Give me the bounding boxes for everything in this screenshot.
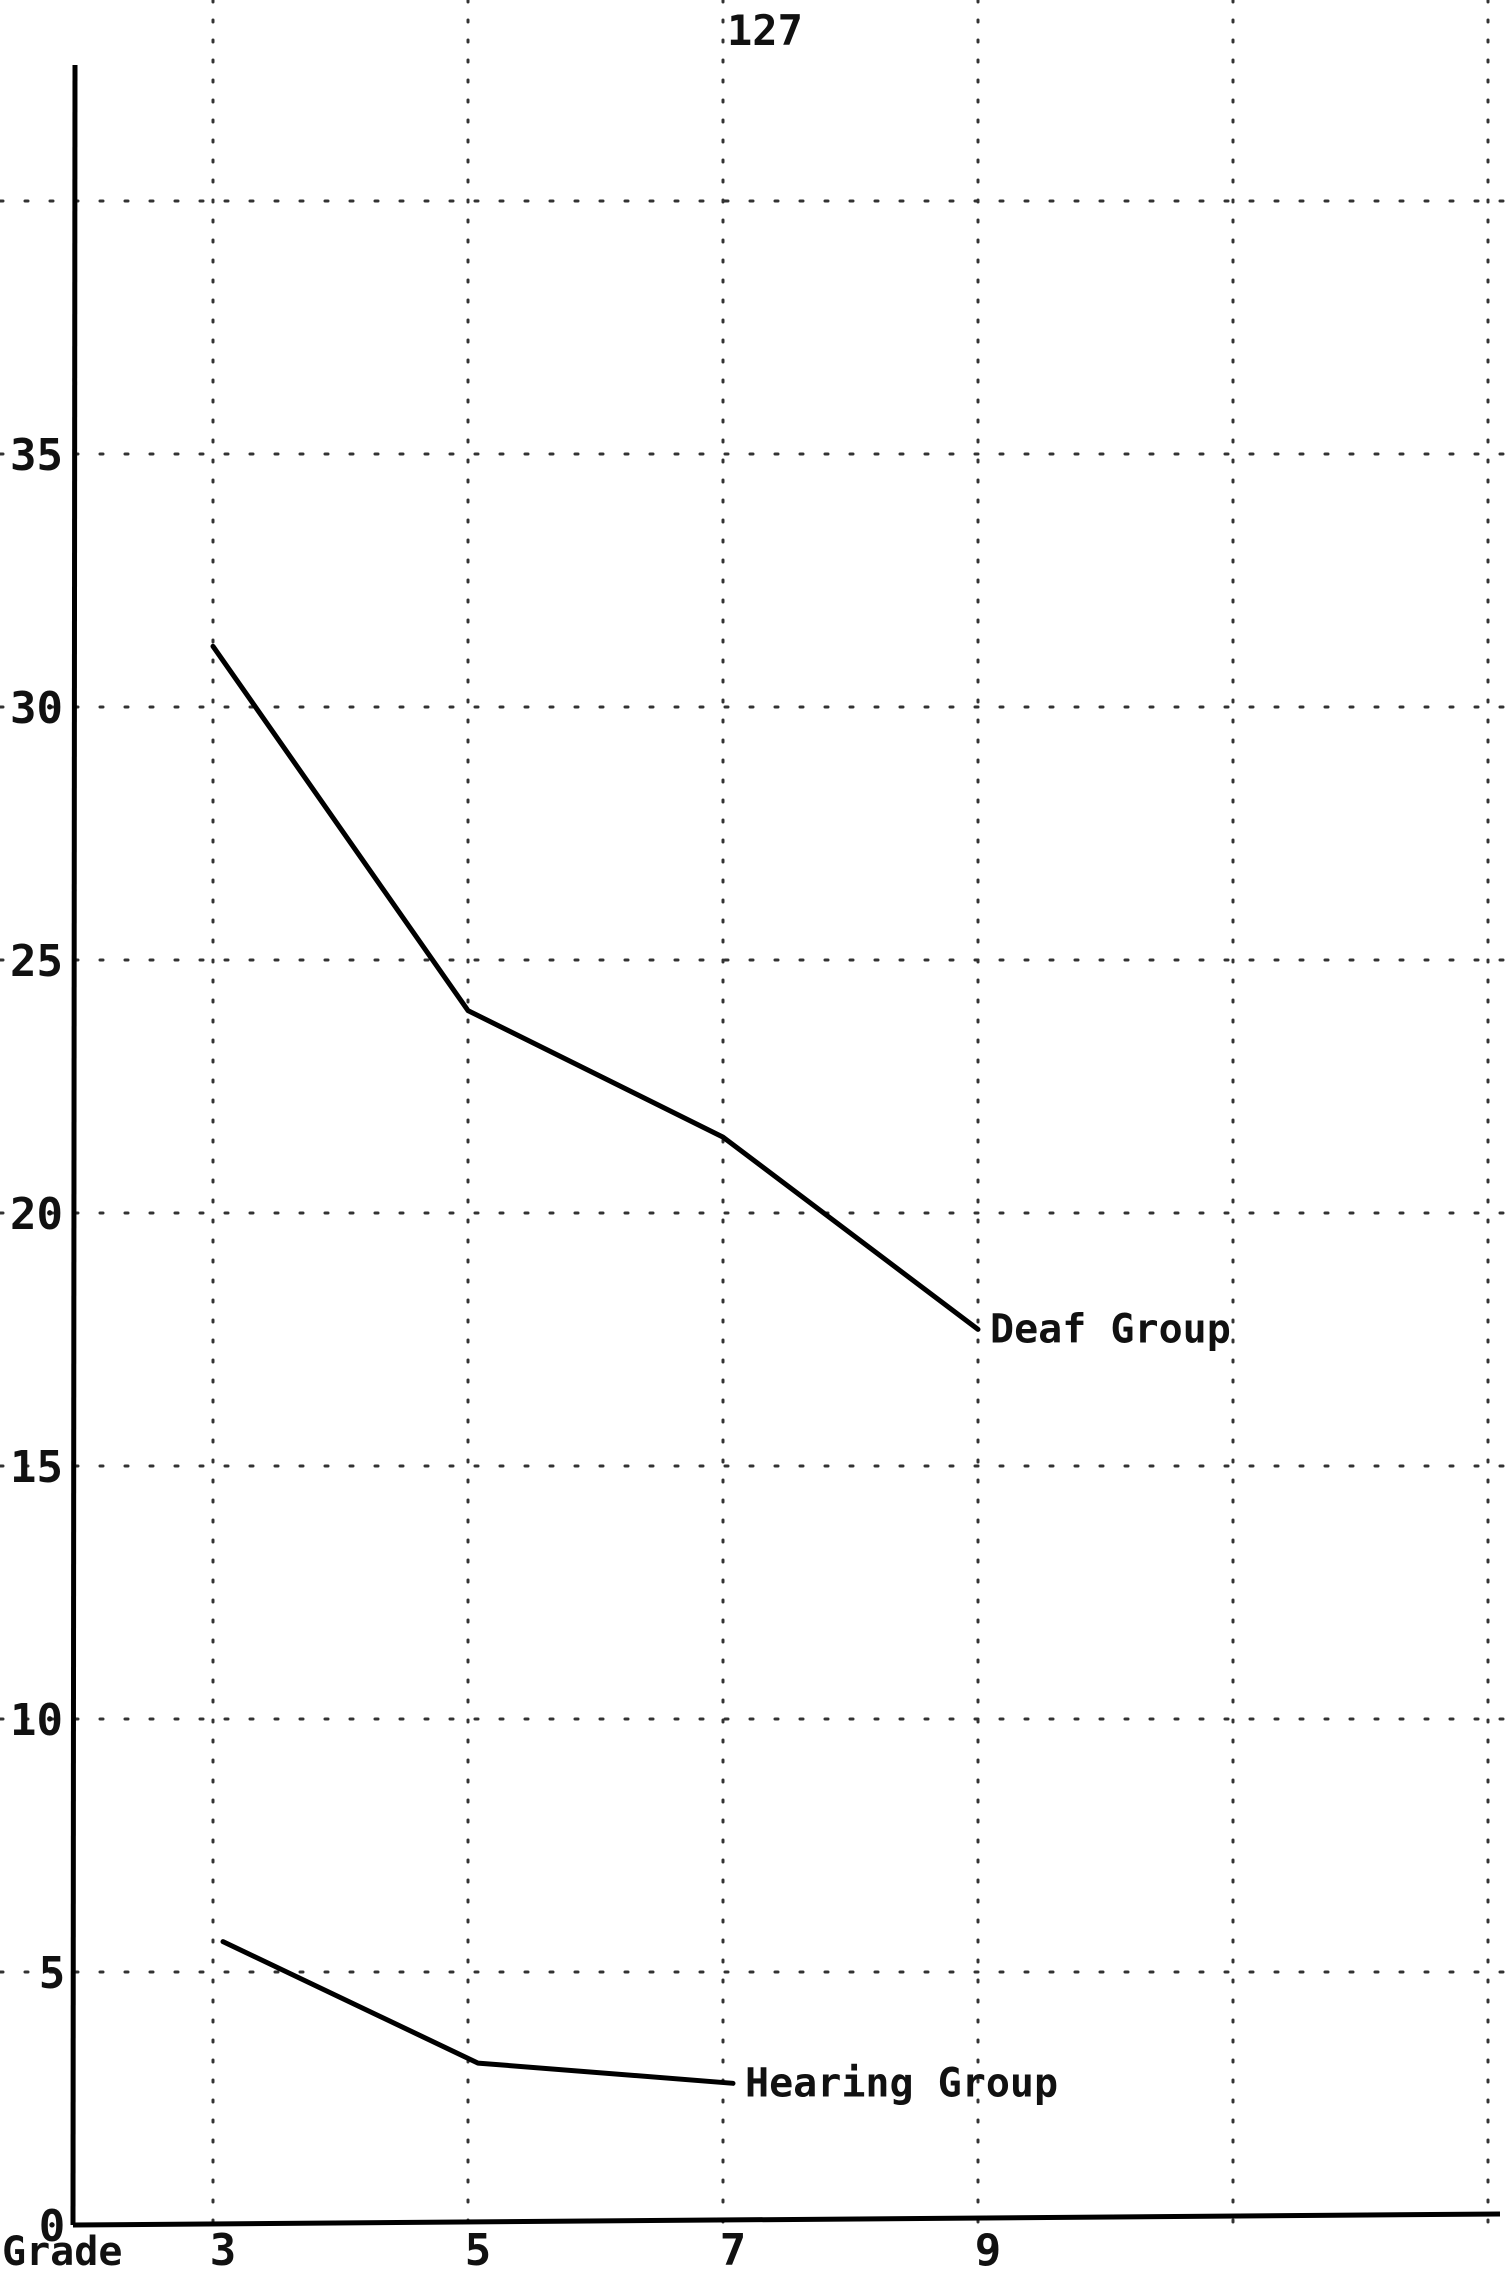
- chart-axes: [70, 64, 1501, 2228]
- y-tick-label: 30: [10, 683, 63, 734]
- y-tick-label: 35: [10, 430, 63, 481]
- y-tick-label: 15: [10, 1442, 63, 1493]
- x-tick-label: 5: [465, 2225, 492, 2274]
- y-axis-line: [70, 64, 78, 2226]
- y-tick-label: 10: [10, 1695, 63, 1746]
- x-tick-label: 3: [210, 2225, 237, 2274]
- x-axis-label: Grade: [2, 2229, 122, 2274]
- x-tick-label: 7: [720, 2225, 747, 2274]
- y-tick-label: 25: [10, 936, 63, 987]
- y-tick-label: 5: [39, 1948, 66, 1999]
- series-labels: Deaf Group Hearing Group: [745, 1306, 1231, 2106]
- y-tick-label: 20: [10, 1189, 63, 1240]
- series-label-deaf-group: Deaf Group: [990, 1306, 1231, 1352]
- x-tick-label: 9: [975, 2225, 1002, 2274]
- series-lines: [210, 643, 981, 2086]
- chart-grid: [0, 0, 1508, 2227]
- series-label-hearing-group: Hearing Group: [745, 2060, 1058, 2106]
- y-tick-label: 0: [39, 2201, 66, 2252]
- page-number: 127: [727, 6, 803, 55]
- series-line-deaf-group: [210, 643, 981, 1332]
- series-line-hearing-group: [220, 1939, 736, 2086]
- x-axis-line: [72, 2211, 1501, 2228]
